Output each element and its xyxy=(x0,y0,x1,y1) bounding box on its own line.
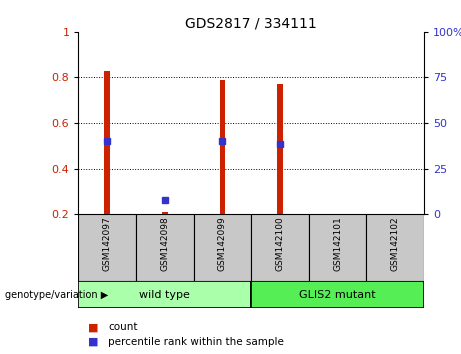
Title: GDS2817 / 334111: GDS2817 / 334111 xyxy=(185,17,317,31)
Text: genotype/variation ▶: genotype/variation ▶ xyxy=(5,290,108,300)
Bar xyxy=(277,84,283,214)
Text: GSM142099: GSM142099 xyxy=(218,216,227,271)
Text: GSM142098: GSM142098 xyxy=(160,216,169,271)
Text: GSM142101: GSM142101 xyxy=(333,216,342,271)
Bar xyxy=(194,214,251,281)
Bar xyxy=(251,214,309,281)
Bar xyxy=(78,281,251,308)
Text: count: count xyxy=(108,322,138,332)
Bar xyxy=(309,214,366,281)
Text: percentile rank within the sample: percentile rank within the sample xyxy=(108,337,284,347)
Text: GSM142100: GSM142100 xyxy=(276,216,284,271)
Bar xyxy=(251,281,424,308)
Bar xyxy=(162,212,168,214)
Bar xyxy=(78,214,136,281)
Text: ■: ■ xyxy=(88,337,98,347)
Bar xyxy=(219,80,225,214)
Text: GLIS2 mutant: GLIS2 mutant xyxy=(299,290,376,300)
Text: GSM142097: GSM142097 xyxy=(103,216,112,271)
Bar xyxy=(136,214,194,281)
Bar xyxy=(366,214,424,281)
Bar xyxy=(104,70,110,214)
Text: ■: ■ xyxy=(88,322,98,332)
Text: GSM142102: GSM142102 xyxy=(391,216,400,271)
Text: wild type: wild type xyxy=(139,290,190,300)
